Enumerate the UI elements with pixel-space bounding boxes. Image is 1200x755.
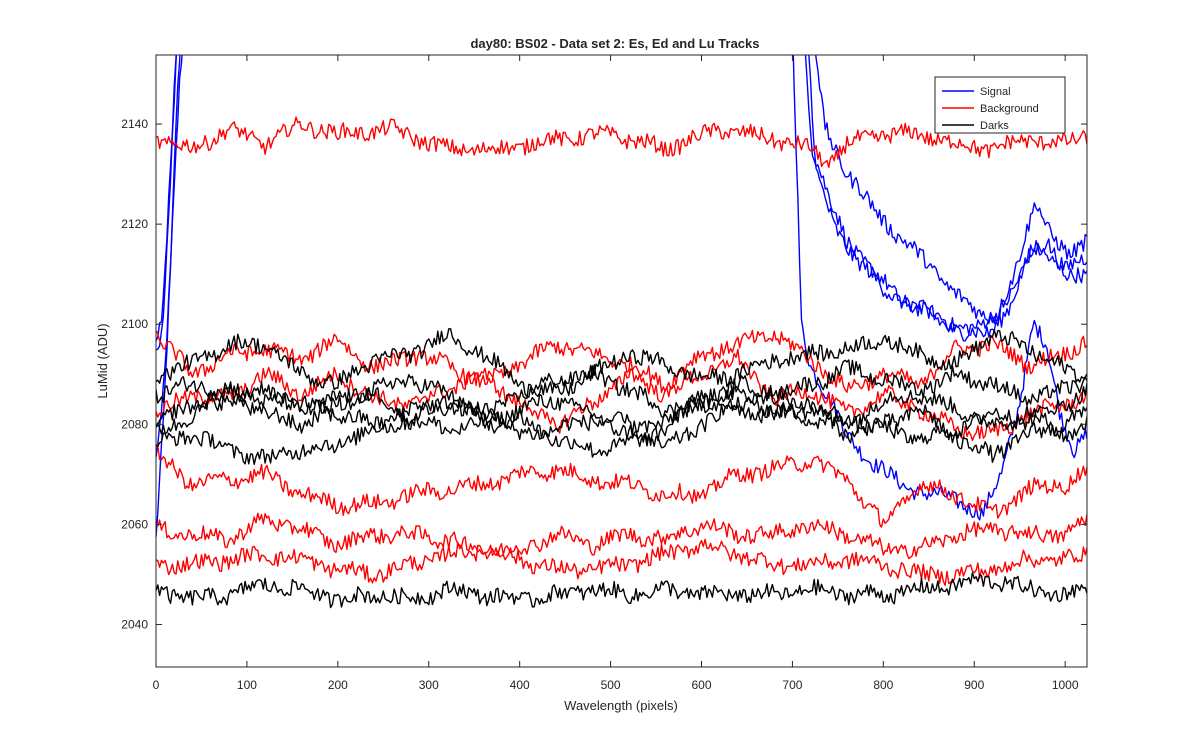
series-line-darks-15 bbox=[156, 572, 1087, 609]
y-tick-label: 2120 bbox=[121, 217, 148, 231]
series-line-signal-2 bbox=[156, 55, 1087, 351]
series-line-darks-12 bbox=[156, 382, 1087, 440]
x-tick-label: 300 bbox=[419, 678, 439, 692]
x-tick-label: 200 bbox=[328, 678, 348, 692]
legend-items: Signal Background Darks bbox=[942, 86, 1039, 132]
y-axis-title: LuMid (ADU) bbox=[95, 323, 110, 398]
x-tick-label: 900 bbox=[964, 678, 984, 692]
x-tick-label: 400 bbox=[510, 678, 530, 692]
series-line-darks-11 bbox=[156, 359, 1087, 418]
ticks-layer: 0 100 200 300 400 500 600 700 800 900 1000 2040 2060… bbox=[121, 55, 1087, 692]
series-line-darks-13 bbox=[156, 395, 1087, 465]
x-axis-title: Wavelength (pixels) bbox=[564, 698, 678, 713]
series-line-signal-1 bbox=[156, 55, 1087, 458]
series-line-darks-10 bbox=[156, 328, 1087, 398]
legend-box bbox=[934, 76, 1066, 134]
y-tick-label: 2100 bbox=[121, 317, 148, 331]
legend-label-signal: Signal bbox=[980, 86, 1011, 98]
x-tick-label: 500 bbox=[601, 678, 621, 692]
legend-label-darks: Darks bbox=[980, 120, 1009, 132]
series-layer bbox=[156, 55, 1087, 609]
chart-title: day80: BS02 - Data set 2: Es, Ed and Lu … bbox=[470, 36, 759, 51]
series-line-darks-14 bbox=[156, 381, 1087, 463]
x-tick-label: 1000 bbox=[1052, 678, 1079, 692]
x-tick-label: 600 bbox=[691, 678, 711, 692]
plot-frame bbox=[155, 54, 1088, 668]
legend: Signal Background Darks bbox=[934, 76, 1066, 134]
series-line-background-8 bbox=[156, 512, 1087, 560]
series-line-signal-3 bbox=[156, 55, 1087, 342]
x-tick-label: 700 bbox=[782, 678, 802, 692]
x-tick-label: 100 bbox=[237, 678, 257, 692]
y-tick-label: 2040 bbox=[121, 617, 148, 631]
series-line-background-9 bbox=[156, 538, 1087, 586]
y-tick-label: 2080 bbox=[121, 417, 148, 431]
x-tick-label: 0 bbox=[153, 678, 160, 692]
series-line-signal-0 bbox=[156, 55, 1087, 537]
series-line-background-7 bbox=[156, 444, 1087, 528]
y-tick-label: 2060 bbox=[121, 517, 148, 531]
x-tick-label: 800 bbox=[873, 678, 893, 692]
series-line-background-4 bbox=[156, 116, 1087, 168]
legend-label-background: Background bbox=[980, 103, 1039, 115]
y-tick-label: 2140 bbox=[121, 117, 148, 131]
